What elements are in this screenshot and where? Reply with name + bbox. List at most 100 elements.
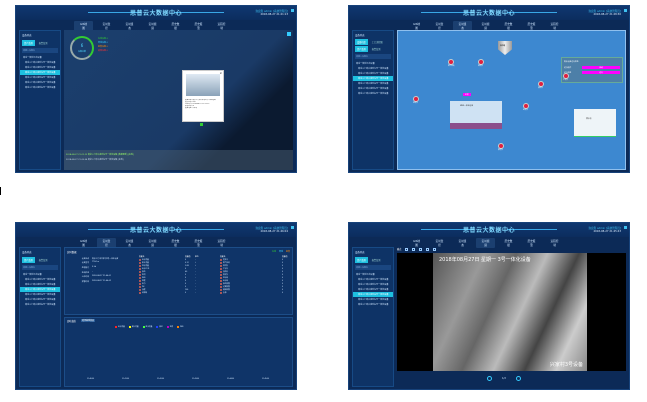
prev-page-icon[interactable] bbox=[487, 376, 492, 381]
legend-item[interactable]: 进水流量 bbox=[142, 326, 152, 328]
nav-tab[interactable]: 历史报警 bbox=[194, 240, 203, 247]
nav-tab[interactable]: 实时组态 bbox=[125, 240, 134, 247]
tree-item[interactable]: 南京三门市兴家村5号一体化设备 bbox=[358, 299, 389, 301]
nav-tab[interactable]: GIS地图 bbox=[412, 23, 420, 30]
device-search-input[interactable]: 请输入设备名 bbox=[355, 265, 391, 270]
nav-tab[interactable]: GIS地图 bbox=[412, 240, 420, 247]
fullscreen-icon[interactable] bbox=[624, 9, 627, 12]
tree-item[interactable]: 南京三门市兴家村2号一体化设备 bbox=[358, 73, 389, 75]
legend-item[interactable]: 累计流量 bbox=[128, 326, 139, 328]
layout-grid-icon[interactable] bbox=[426, 247, 430, 251]
tree-item[interactable]: 南京三门市兴家村3号一体化设备 bbox=[358, 289, 389, 291]
tree-item[interactable]: 南京三门市兴家村3号一体化设备 bbox=[353, 76, 393, 81]
sidebar-tab[interactable]: 报警监测 bbox=[38, 42, 48, 45]
nav-tab[interactable]: 实时组态 bbox=[458, 240, 467, 247]
nav-tab[interactable]: 远程控制 bbox=[217, 23, 226, 30]
nav-tab[interactable]: 历史报警 bbox=[194, 23, 203, 30]
nav-tab[interactable]: GIS地图 bbox=[74, 21, 93, 31]
tree-item[interactable]: 南京三门市兴家村1号一体化设备 bbox=[25, 279, 56, 281]
tree-item[interactable]: 南京三门市兴家村4号一体化设备 bbox=[353, 292, 393, 297]
tree-item[interactable]: 南京三门市兴家村2号一体化设备 bbox=[25, 67, 56, 69]
layout-grid-icon[interactable] bbox=[405, 247, 409, 251]
nav-tab[interactable]: 远程控制 bbox=[217, 240, 226, 247]
tree-root[interactable]: 南京一体化污水设备 bbox=[23, 57, 42, 59]
pump[interactable]: 排泥泵 bbox=[498, 143, 504, 151]
sidebar-view-tab[interactable]: 工艺流程图 bbox=[371, 41, 383, 44]
nav-tab[interactable]: 实时监控 bbox=[97, 238, 116, 248]
nav-tab[interactable]: 历史数据 bbox=[171, 240, 180, 247]
tree-item[interactable]: 南京三门市兴家村6号一体化设备 bbox=[25, 304, 56, 306]
nav-tab[interactable]: 实时视频 bbox=[148, 23, 157, 30]
user-info[interactable]: 欢迎您 admin [系统管理员] bbox=[255, 10, 288, 13]
nav-tab[interactable]: 历史报警 bbox=[527, 23, 536, 30]
pump[interactable]: 回流泵 bbox=[478, 59, 484, 67]
nav-tab[interactable]: 历史数据 bbox=[504, 23, 513, 30]
pump[interactable]: 产水泵 bbox=[563, 73, 569, 81]
legend-item[interactable]: 液位 bbox=[156, 326, 163, 328]
nav-tab[interactable]: 历史报警 bbox=[527, 240, 536, 247]
tree-item[interactable]: 南京三门市兴家村3号一体化设备 bbox=[20, 287, 60, 292]
tree-item[interactable]: 南京三门市兴家村5号一体化设备 bbox=[25, 82, 56, 84]
nav-tab[interactable]: 历史数据 bbox=[171, 23, 180, 30]
pump[interactable]: 进水泵 bbox=[413, 96, 419, 104]
tree-root[interactable]: 南京一体化污水设备 bbox=[356, 63, 375, 65]
nav-tab[interactable]: GIS地图 bbox=[79, 240, 87, 247]
pump[interactable]: 曝气风机 bbox=[448, 59, 454, 67]
tree-root[interactable]: 南京一体化污水设备 bbox=[356, 274, 375, 276]
legend-item[interactable]: 电压 bbox=[177, 326, 183, 328]
nav-tab[interactable]: 实时视频 bbox=[476, 238, 495, 248]
legend-item[interactable]: 电流 bbox=[166, 326, 173, 328]
nav-tab[interactable]: 远程控制 bbox=[550, 23, 559, 30]
device-search-input[interactable]: 请输入设备名 bbox=[355, 54, 391, 59]
fullscreen-icon[interactable] bbox=[291, 226, 294, 229]
sidebar-tab[interactable]: 资产监测 bbox=[355, 257, 368, 263]
nav-tab[interactable]: 实时视频 bbox=[481, 23, 490, 30]
tree-item[interactable]: 南京三门市兴家村6号一体化设备 bbox=[358, 93, 389, 95]
tree-item[interactable]: 南京三门市兴家村4号一体化设备 bbox=[25, 77, 56, 79]
legend-item[interactable]: 出水流量 bbox=[115, 326, 125, 328]
sidebar-tab[interactable]: 资产监测 bbox=[22, 40, 35, 46]
tree-item[interactable]: 南京三门市兴家村1号一体化设备 bbox=[25, 62, 56, 64]
tree-item[interactable]: 南京三门市兴家村6号一体化设备 bbox=[25, 87, 56, 89]
map-marker[interactable] bbox=[200, 123, 203, 126]
tree-item[interactable]: 南京三门市兴家村1号一体化设备 bbox=[358, 279, 389, 281]
nav-tab[interactable]: 实时监控 bbox=[102, 23, 111, 30]
tree-root[interactable]: 南京一体化污水设备 bbox=[23, 274, 42, 276]
tree-item[interactable]: 南京三门市兴家村5号一体化设备 bbox=[358, 88, 389, 90]
layout-grid-icon[interactable] bbox=[412, 247, 416, 251]
fullscreen-icon[interactable] bbox=[624, 226, 627, 229]
pump[interactable]: 出水泵 bbox=[523, 103, 529, 111]
layout-grid-icon[interactable] bbox=[433, 247, 437, 251]
tree-item[interactable]: 南京三门市兴家村3号一体化设备 bbox=[20, 70, 60, 75]
device-search-input[interactable]: 请输入设备名 bbox=[22, 48, 58, 53]
sidebar-tab[interactable]: 报警监测 bbox=[371, 259, 381, 262]
next-page-icon[interactable] bbox=[515, 376, 521, 381]
sidebar-tab[interactable]: 报警监测 bbox=[38, 259, 48, 262]
layer-toggle-icon[interactable] bbox=[287, 32, 291, 36]
device-search-input[interactable]: 请输入设备名 bbox=[22, 265, 58, 270]
sidebar-tab[interactable]: 资产监测 bbox=[355, 46, 368, 52]
tree-item[interactable]: 南京三门市兴家村2号一体化设备 bbox=[358, 284, 389, 286]
layout-grid-icon[interactable] bbox=[419, 247, 423, 251]
user-info[interactable]: 欢迎您 admin [系统管理员] bbox=[255, 227, 288, 230]
pump[interactable]: 加药泵 bbox=[538, 81, 544, 89]
nav-tab[interactable]: 远程控制 bbox=[550, 240, 559, 247]
nav-tab[interactable]: 历史数据 bbox=[504, 240, 513, 247]
sidebar-view-tab[interactable]: 设备档案 bbox=[355, 39, 368, 45]
fullscreen-icon[interactable] bbox=[291, 9, 294, 12]
tree-item[interactable]: 南京三门市兴家村4号一体化设备 bbox=[25, 294, 56, 296]
user-info[interactable]: 欢迎您 admin [系统管理员] bbox=[588, 10, 621, 13]
user-info[interactable]: 欢迎您 admin [系统管理员] bbox=[588, 227, 621, 230]
tree-item[interactable]: 南京三门市兴家村6号一体化设备 bbox=[358, 304, 389, 306]
sidebar-tab[interactable]: 报警监测 bbox=[371, 48, 381, 51]
nav-tab[interactable]: 实时监控 bbox=[435, 240, 444, 247]
nav-tab[interactable]: 实时组态 bbox=[453, 21, 472, 31]
nav-tab[interactable]: 实时组态 bbox=[125, 23, 134, 30]
nav-tab[interactable]: 实时视频 bbox=[148, 240, 157, 247]
video-player[interactable]: 2018年08月27日 星期一 3号一体化设备 兴家村3号设备 bbox=[397, 253, 626, 371]
sidebar-tab[interactable]: 资产监测 bbox=[22, 257, 35, 263]
nav-tab[interactable]: 实时监控 bbox=[435, 23, 444, 30]
tree-item[interactable]: 南京三门市兴家村1号一体化设备 bbox=[358, 68, 389, 70]
close-icon[interactable]: × bbox=[219, 71, 222, 75]
tree-item[interactable]: 南京三门市兴家村5号一体化设备 bbox=[25, 299, 56, 301]
